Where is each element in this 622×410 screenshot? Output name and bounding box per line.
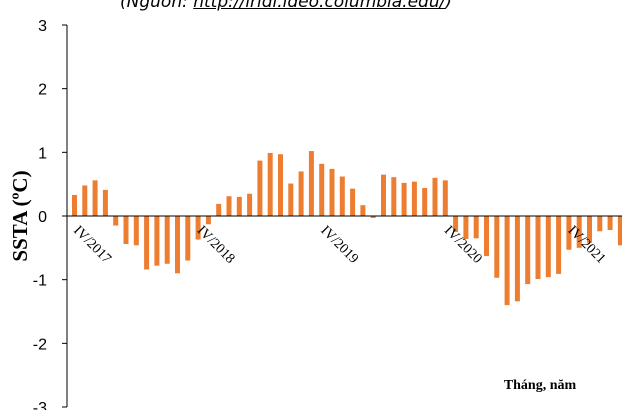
bar xyxy=(82,185,88,216)
y-tick-label: 1 xyxy=(38,145,47,162)
bar xyxy=(175,216,180,274)
y-tick-label: -1 xyxy=(33,273,47,290)
bar xyxy=(545,216,551,278)
bar xyxy=(453,216,459,232)
bar xyxy=(195,216,201,240)
bar xyxy=(504,216,510,306)
bar xyxy=(216,203,222,216)
bar xyxy=(247,193,253,216)
source-link[interactable]: http://iridl.ldeo.columbia.edu/ xyxy=(193,0,446,12)
bar xyxy=(576,216,582,248)
bar xyxy=(257,160,263,216)
bar xyxy=(267,152,273,216)
bar xyxy=(164,216,170,264)
bar xyxy=(566,216,572,250)
y-axis-label: SSTA (ºC) xyxy=(8,170,32,261)
bar xyxy=(525,216,531,285)
bar xyxy=(484,216,489,257)
bar xyxy=(113,216,119,226)
source-suffix: ) xyxy=(445,0,452,12)
bar xyxy=(617,216,622,246)
bar xyxy=(133,216,139,246)
x-category-label: IV/2017 xyxy=(70,223,114,267)
y-axis-ticks: 3 2 1 0 -1 -2 -3 xyxy=(33,18,67,410)
bar xyxy=(535,216,541,280)
y-tick-label: 3 xyxy=(38,18,47,35)
bar xyxy=(381,174,386,216)
bar xyxy=(556,216,562,274)
y-tick-label: 2 xyxy=(38,82,47,99)
bar-series xyxy=(72,151,622,306)
bar xyxy=(339,176,345,216)
bar xyxy=(494,216,500,278)
bar xyxy=(308,151,314,216)
bar xyxy=(587,216,592,243)
bar xyxy=(288,183,294,216)
bar xyxy=(226,196,232,216)
bar xyxy=(185,216,191,261)
bar xyxy=(473,216,479,239)
bar xyxy=(205,216,211,225)
bar xyxy=(123,216,129,245)
bar xyxy=(102,189,108,216)
bar xyxy=(278,154,283,216)
bar xyxy=(463,216,469,239)
x-category-label: IV/2018 xyxy=(194,223,238,267)
y-tick-label: -3 xyxy=(33,400,47,410)
bar xyxy=(319,163,325,216)
bar xyxy=(370,216,376,218)
bar xyxy=(442,180,448,216)
bar xyxy=(432,177,438,216)
bar xyxy=(422,187,428,216)
bar xyxy=(329,168,335,216)
bar xyxy=(401,182,407,216)
y-tick-label: 0 xyxy=(38,209,47,226)
bar xyxy=(607,216,613,231)
bar xyxy=(298,171,304,216)
bar xyxy=(144,216,150,270)
bar xyxy=(154,216,160,266)
bar xyxy=(92,180,98,216)
bar xyxy=(72,194,77,216)
y-tick-label: -2 xyxy=(33,336,47,353)
bar xyxy=(597,216,603,232)
bar xyxy=(236,196,242,216)
source-prefix: (Nguồn: xyxy=(120,0,194,12)
source-note: (Nguồn: http://iridl.ldeo.columbia.edu/) xyxy=(120,0,622,12)
bar xyxy=(391,177,397,216)
x-axis-label: Tháng, năm xyxy=(504,378,577,393)
bar xyxy=(514,216,520,302)
bar xyxy=(411,181,417,216)
bar xyxy=(360,205,366,216)
x-category-label: IV/2019 xyxy=(317,223,361,267)
bar xyxy=(350,188,356,216)
